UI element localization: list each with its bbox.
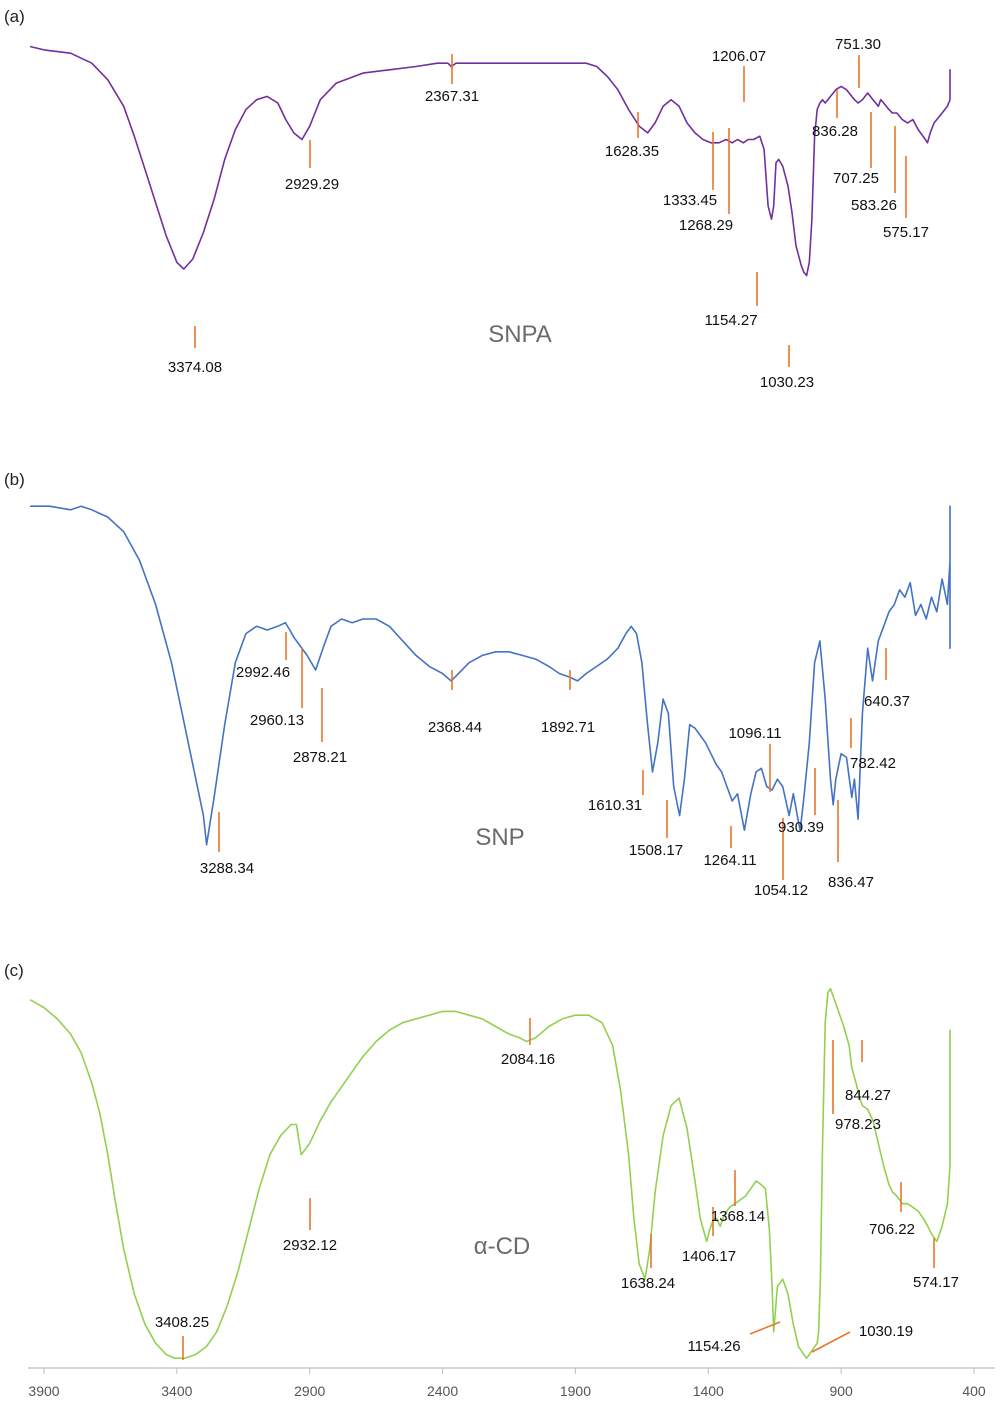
peak-label: 1054.12 <box>754 882 808 899</box>
peak-label: 3288.34 <box>200 860 254 877</box>
peak-label: 1333.45 <box>663 192 717 209</box>
peak-label: 2929.29 <box>285 176 339 193</box>
sample-label-snpa: SNPA <box>488 321 552 348</box>
peak-annotations-a: 3374.08 2929.29 2367.31 1628.35 1333.45 1268.… <box>168 36 929 391</box>
peak-label: 2367.31 <box>425 88 479 105</box>
spectrum-line-alpha-cd <box>29 988 951 1359</box>
peak-label: 1406.17 <box>682 1248 736 1265</box>
x-tick-label: 1400 <box>693 1383 724 1399</box>
peak-label: 575.17 <box>883 224 929 241</box>
peak-label: 1206.07 <box>712 48 766 65</box>
x-tick-label: 3900 <box>28 1383 59 1399</box>
peak-annotations-b: 3288.34 2992.46 2960.13 2878.21 2368.44 1892.… <box>200 632 910 899</box>
x-tick-label: 900 <box>829 1383 853 1399</box>
peak-label: 2992.46 <box>236 664 290 681</box>
peak-label: 1268.29 <box>679 217 733 234</box>
peak-label: 978.23 <box>835 1116 881 1133</box>
panel-c: (c) α-CD 3408.25 2932.12 2084.16 1638.24 140… <box>4 961 959 1360</box>
peak-label: 1154.27 <box>704 312 757 329</box>
sample-label-alpha-cd: α-CD <box>474 1233 531 1260</box>
x-tick-label: 3400 <box>161 1383 192 1399</box>
x-axis-ticks: 3900 3400 2900 2400 1900 1400 900 400 <box>28 1368 986 1399</box>
peak-label: 1030.23 <box>760 374 814 391</box>
peak-label: 844.27 <box>845 1087 891 1104</box>
panel-a-letter: (a) <box>4 7 25 26</box>
peak-label: 1628.35 <box>605 143 659 160</box>
peak-label: 2932.12 <box>283 1237 337 1254</box>
peak-label: 1096.11 <box>728 725 781 742</box>
peak-label: 574.17 <box>913 1274 959 1291</box>
x-tick-label: 1900 <box>560 1383 591 1399</box>
peak-label: 1030.19 <box>859 1323 913 1340</box>
panel-b: (b) SNP 3288.34 2992.46 2960.13 2878.21 2368… <box>4 470 951 899</box>
peak-annotations-c: 3408.25 2932.12 2084.16 1638.24 1406.17 1368.… <box>155 1018 959 1360</box>
peak-label: 1610.31 <box>588 797 642 814</box>
peak-label: 706.22 <box>869 1221 915 1238</box>
peak-label: 1264.11 <box>703 852 756 869</box>
spectrum-line-snpa <box>29 45 951 277</box>
panel-c-letter: (c) <box>4 961 24 980</box>
peak-label: 930.39 <box>778 819 824 836</box>
peak-label: 1368.14 <box>711 1208 765 1225</box>
peak-label: 2084.16 <box>501 1051 555 1068</box>
panel-b-letter: (b) <box>4 470 25 489</box>
peak-marker <box>749 1321 781 1335</box>
peak-marker <box>811 1331 851 1353</box>
sample-label-snp: SNP <box>475 824 524 851</box>
peak-label: 3374.08 <box>168 359 222 376</box>
x-tick-label: 2400 <box>427 1383 458 1399</box>
peak-label: 2960.13 <box>250 712 304 729</box>
peak-label: 640.37 <box>864 693 910 710</box>
peak-label: 782.42 <box>850 755 896 772</box>
peak-label: 707.25 <box>833 170 879 187</box>
peak-label: 1638.24 <box>621 1275 675 1292</box>
peak-label: 836.47 <box>828 874 874 891</box>
peak-label: 583.26 <box>851 197 897 214</box>
spectrum-line-snp <box>29 505 951 846</box>
peak-label: 836.28 <box>812 123 858 140</box>
x-tick-label: 400 <box>962 1383 986 1399</box>
x-tick-label: 2900 <box>294 1383 325 1399</box>
peak-label: 2368.44 <box>428 719 482 736</box>
peak-label: 751.30 <box>835 36 881 53</box>
peak-label: 1154.26 <box>687 1338 740 1355</box>
peak-label: 3408.25 <box>155 1314 209 1331</box>
peak-label: 1508.17 <box>629 842 683 859</box>
peak-label: 1892.71 <box>541 719 595 736</box>
x-axis: 3900 3400 2900 2400 1900 1400 900 400 <box>28 1367 995 1399</box>
panel-a: (a) SNPA 3374.08 2929.29 2367.31 1628.35 133… <box>4 7 951 391</box>
peak-label: 2878.21 <box>293 749 347 766</box>
